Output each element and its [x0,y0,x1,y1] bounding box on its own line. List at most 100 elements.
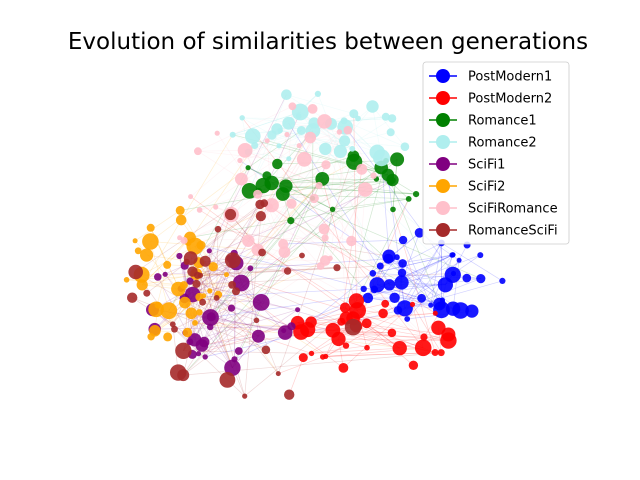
edge [241,178,315,199]
edge [210,198,313,318]
edge [388,258,461,311]
node-scifi2 [207,288,213,294]
edge [197,150,242,180]
edge [285,185,333,210]
node-romance2 [386,128,395,137]
node-romancescifi [261,345,271,355]
node-postmodern2 [387,328,397,338]
node-romance2 [282,116,296,130]
node-romance1 [390,206,396,213]
edge [290,220,402,283]
node-romancescifi [192,279,201,288]
edge [343,120,406,148]
edge [198,262,279,374]
edge [196,273,326,357]
node-scifi2 [179,296,191,309]
edge [388,258,446,286]
node-romancescifi [275,371,281,377]
legend-entry: PostModern2 [429,91,552,107]
node-romancescifi [199,255,211,267]
legend-label: SciFi1 [468,158,505,173]
edge [192,271,246,397]
node-postmodern1 [394,275,409,290]
node-romance2 [349,109,359,119]
edge [135,185,264,273]
edge [194,309,298,341]
node-scifiromance [278,246,291,258]
edge [324,189,366,239]
legend-label: PostModern2 [468,92,552,107]
edge [180,288,298,311]
node-romance1 [390,152,405,167]
node-scifiromance [180,236,188,245]
node-postmodern1 [465,304,479,318]
node-postmodern2 [408,360,419,370]
edge [303,159,352,242]
legend-label: SciFi2 [468,180,505,195]
node-scifi1 [154,273,162,281]
edge [190,267,251,282]
legend-label: SciFiRomance [468,202,558,217]
edge [404,242,442,309]
node-postmodern2 [338,363,349,373]
node-romancescifi [255,211,266,222]
edge [197,150,246,152]
legend-label: PostModern1 [468,70,552,85]
node-romancescifi [284,389,295,400]
edge [392,209,436,353]
node-scifi1 [277,325,293,340]
node-scifiromance [264,138,270,144]
edge [201,302,262,346]
node-scifiromance [327,255,333,261]
node-postmodern1 [370,285,379,294]
edge [372,254,454,274]
edge [210,317,284,331]
edge [288,130,302,159]
legend-entry: SciFiRomance [429,201,558,217]
legend-marker [436,91,450,105]
edge [283,239,404,245]
edge [182,209,333,376]
edge [150,167,249,242]
node-romance1 [287,217,295,225]
node-scifi1 [162,271,168,277]
edge [248,240,425,338]
edge [282,193,409,200]
node-romance2 [245,128,261,144]
node-postmodern2 [431,320,446,335]
node-postmodern2 [364,344,370,351]
node-romancescifi [128,264,143,280]
node-postmodern2 [361,318,372,329]
legend-marker [436,179,450,193]
node-postmodern1 [449,252,456,258]
edge [372,254,454,274]
node-scifiromance [317,114,332,129]
node-postmodern2 [308,350,315,357]
edge [325,148,454,276]
edge [226,274,449,341]
node-scifi2 [186,237,204,255]
node-romance2 [277,127,283,134]
node-romancescifi [197,272,204,279]
node-romance2 [267,130,277,140]
legend-entry: Romance1 [429,113,537,129]
edge [297,322,436,353]
node-scifi1 [224,359,241,376]
node-postmodern2 [298,353,308,363]
legend-label: Romance2 [468,136,537,151]
edge [277,155,354,374]
edge [340,118,393,152]
edge [244,150,284,245]
edge [198,262,219,295]
node-scifiromance [284,131,290,138]
legend-marker [436,201,450,215]
node-romancescifi [299,252,305,259]
node-scifi1 [176,252,183,260]
node-romance2 [366,100,379,113]
node-scifi2 [185,307,198,320]
node-scifi2 [196,309,203,316]
node-postmodern2 [420,333,428,341]
node-romancescifi [232,287,240,296]
legend-entry: PostModern1 [429,69,552,85]
